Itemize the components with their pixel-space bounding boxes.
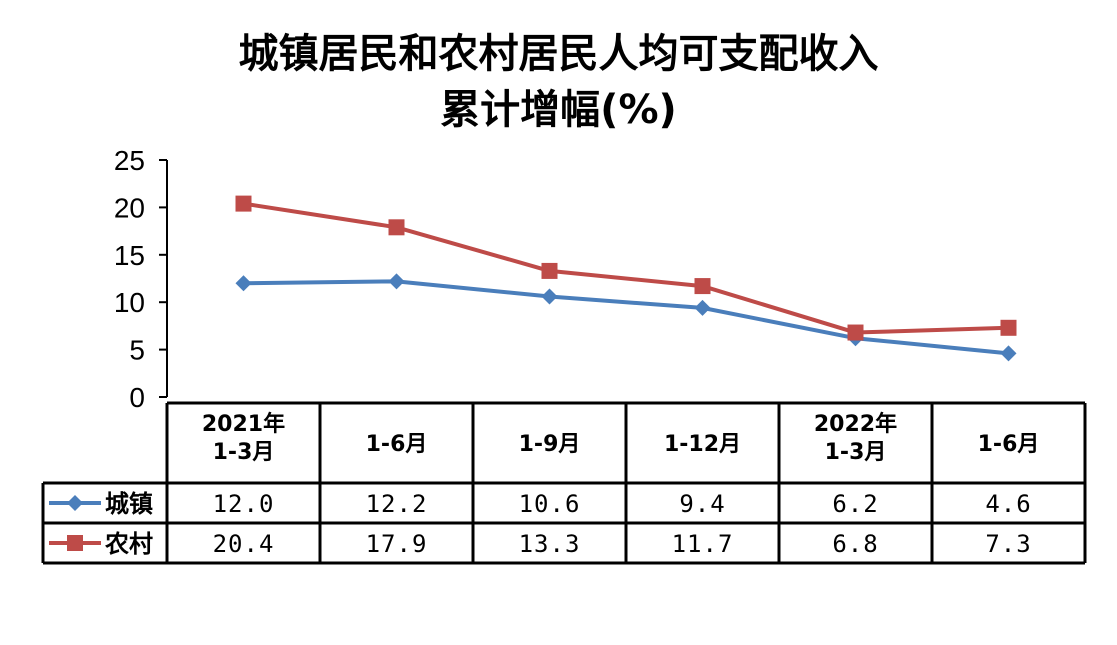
series-line-农村 bbox=[243, 201, 1009, 335]
point-城镇-3 bbox=[694, 299, 711, 316]
point-城镇-2 bbox=[541, 288, 558, 305]
legend-marker-城镇 bbox=[67, 495, 83, 511]
y-tick-label-4: 20 bbox=[114, 192, 145, 223]
table-value-城镇-4: 6.2 bbox=[832, 490, 878, 518]
category-label-5: 1-6月 bbox=[978, 432, 1040, 457]
category-label-4: 2022年 1-3月 bbox=[814, 411, 897, 465]
y-tick-label-5: 25 bbox=[114, 145, 145, 176]
category-label-0: 2021年 1-3月 bbox=[202, 411, 285, 465]
y-tick-label-0: 0 bbox=[129, 382, 145, 413]
table-value-农村-4: 6.8 bbox=[832, 530, 878, 558]
point-农村-1 bbox=[388, 219, 405, 236]
y-tick-label-1: 5 bbox=[129, 335, 145, 366]
point-城镇-0 bbox=[235, 275, 252, 292]
y-tick-label-2: 10 bbox=[114, 287, 145, 318]
point-农村-2 bbox=[541, 262, 558, 279]
y-tick-label-3: 15 bbox=[114, 240, 145, 271]
category-label-1: 1-6月 bbox=[366, 432, 428, 457]
chart-title-line2: 累计增幅(%) bbox=[440, 87, 677, 133]
category-label-2: 1-9月 bbox=[519, 432, 581, 457]
legend-label-农村: 农村 bbox=[104, 530, 153, 558]
chart-title-line1: 城镇居民和农村居民人均可支配收入 bbox=[238, 31, 879, 77]
point-农村-4 bbox=[847, 324, 864, 341]
point-城镇-5 bbox=[1000, 345, 1017, 362]
point-城镇-1 bbox=[388, 273, 405, 290]
table-value-城镇-5: 4.6 bbox=[985, 490, 1031, 518]
point-农村-3 bbox=[694, 278, 711, 295]
table-value-农村-5: 7.3 bbox=[985, 530, 1031, 558]
table-value-农村-1: 17.9 bbox=[366, 530, 428, 558]
category-label-3: 1-12月 bbox=[664, 432, 741, 457]
table-value-农村-0: 20.4 bbox=[213, 530, 275, 558]
table-value-城镇-2: 10.6 bbox=[519, 490, 581, 518]
series-line-城镇 bbox=[243, 279, 1009, 356]
table-value-农村-3: 11.7 bbox=[672, 530, 734, 558]
point-农村-5 bbox=[1000, 319, 1017, 336]
legend-marker-农村 bbox=[67, 535, 83, 551]
table-value-城镇-3: 9.4 bbox=[679, 490, 725, 518]
legend-label-城镇: 城镇 bbox=[105, 490, 153, 518]
table-value-城镇-0: 12.0 bbox=[213, 490, 275, 518]
table-value-农村-2: 13.3 bbox=[519, 530, 581, 558]
table-value-城镇-1: 12.2 bbox=[366, 490, 428, 518]
point-农村-0 bbox=[235, 195, 252, 212]
